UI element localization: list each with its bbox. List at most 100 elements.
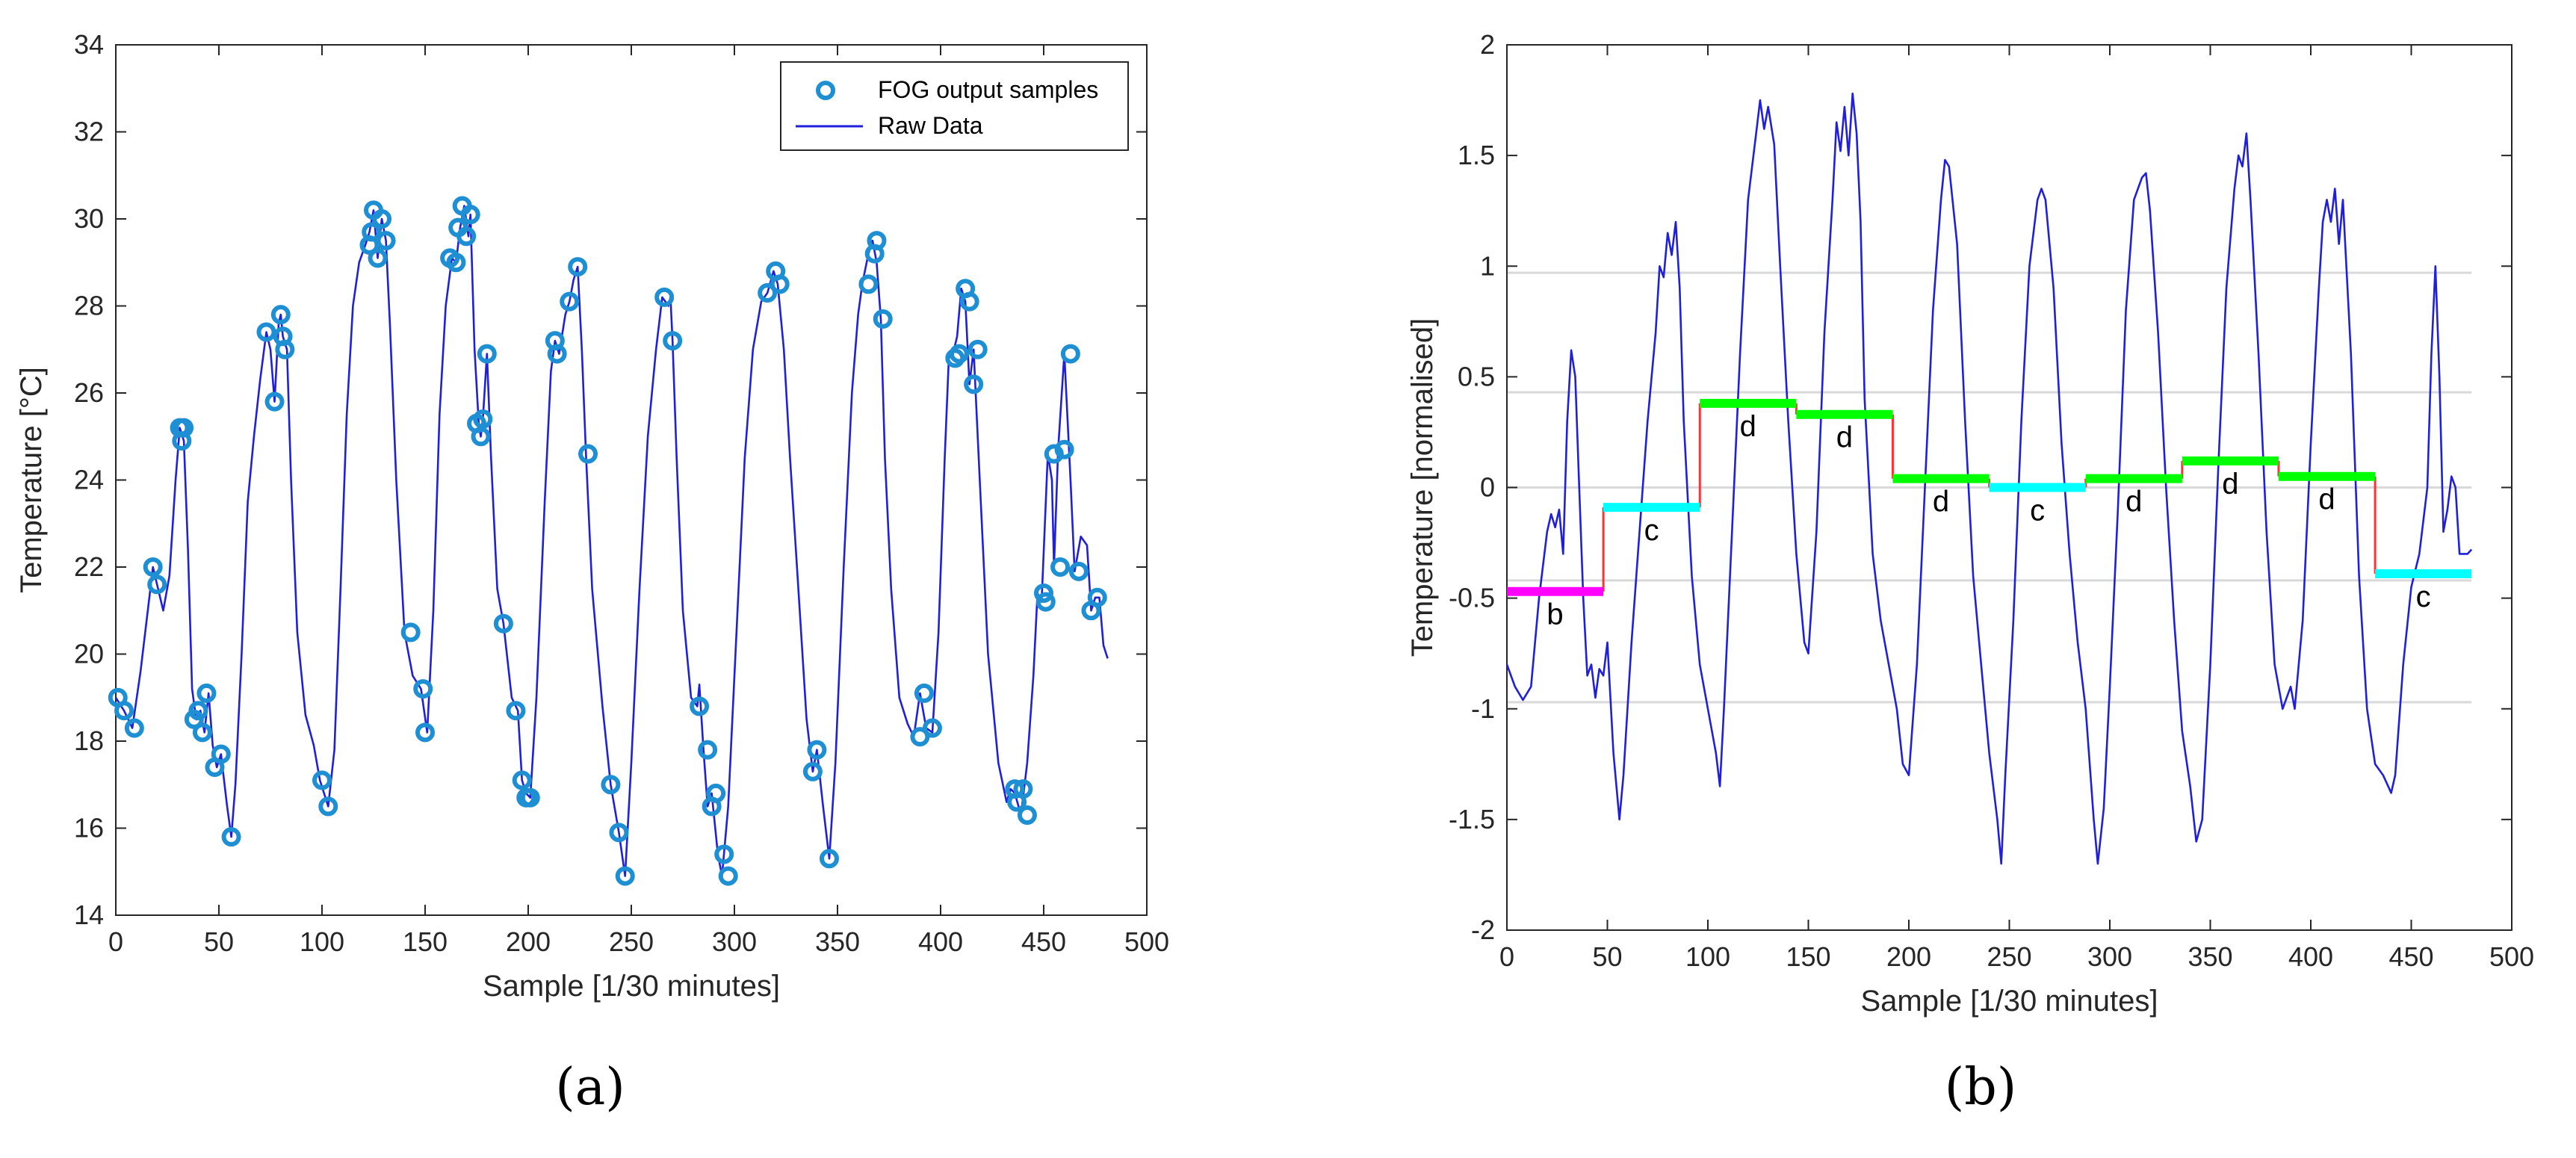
data-point-marker — [471, 427, 491, 447]
data-point-marker — [1034, 583, 1053, 603]
y-tick-label: 0 — [1480, 472, 1495, 503]
y-tick-label: 1.5 — [1458, 140, 1495, 170]
y-tick-label: -2 — [1471, 914, 1495, 945]
x-tick-label: 0 — [1499, 941, 1514, 972]
segment-label: c — [2416, 580, 2431, 613]
y-tick-label: 18 — [74, 725, 104, 756]
data-point-marker — [949, 344, 969, 364]
x-tick-label: 150 — [403, 926, 448, 957]
data-point-marker — [312, 770, 332, 790]
data-point-marker — [1054, 439, 1074, 459]
data-point-marker — [718, 866, 738, 886]
data-point-marker — [690, 696, 710, 716]
data-point-marker — [362, 222, 382, 242]
x-tick-label: 300 — [2087, 941, 2132, 972]
segment-label: d — [1740, 410, 1756, 443]
chart-panel-a: 0 50 100 150 200 250 300 350 400 450 500 14 16 18 20 22… — [15, 29, 1169, 1117]
data-point-marker — [654, 287, 675, 307]
data-point-marker — [663, 331, 683, 351]
x-tick-label: 150 — [1786, 941, 1830, 972]
data-point-marker — [192, 722, 212, 743]
y-tick-label: 20 — [74, 639, 104, 669]
series-line — [1505, 92, 2473, 865]
data-point-marker — [400, 622, 421, 643]
segment-label: d — [1933, 486, 1949, 518]
x-tick-label: 350 — [2188, 941, 2232, 972]
data-point-marker — [221, 827, 241, 847]
y-tick-label: 24 — [74, 465, 104, 495]
data-point-marker — [143, 557, 163, 577]
data-point-marker — [256, 322, 276, 342]
data-point-marker — [1017, 805, 1037, 826]
y-axis-label: Temperature [normalised] — [1406, 318, 1439, 657]
x-tick-label: 250 — [609, 926, 654, 957]
data-point-marker — [124, 718, 144, 738]
data-point-marker — [114, 701, 134, 721]
x-tick-label: 300 — [712, 926, 757, 957]
y-tick-label: 16 — [74, 813, 104, 843]
x-axis-label: Sample [1/30 minutes] — [1861, 985, 2158, 1018]
data-point-marker — [372, 209, 392, 229]
data-point-marker — [1044, 444, 1064, 464]
x-tick-label: 350 — [815, 926, 860, 957]
panel-label: (b) — [1945, 1058, 2017, 1117]
data-point-marker — [959, 291, 979, 312]
data-point-marker — [493, 613, 513, 634]
data-point-marker — [506, 701, 526, 721]
data-point-marker — [698, 740, 718, 760]
data-point-marker — [473, 409, 493, 429]
data-point-marker — [1050, 557, 1071, 577]
x-tick-label: 250 — [1987, 941, 2031, 972]
data-point-marker — [807, 740, 827, 760]
x-tick-label: 450 — [2388, 941, 2433, 972]
x-tick-label: 400 — [2288, 941, 2333, 972]
y-tick-label: 0.5 — [1458, 361, 1495, 391]
data-point-marker — [1068, 561, 1089, 581]
legend-box — [780, 61, 1129, 151]
y-tick-label: -1 — [1471, 693, 1495, 724]
y-tick-label: -1.5 — [1449, 804, 1495, 835]
x-axis-label: Sample [1/30 minutes] — [483, 970, 780, 1003]
x-tick-label: 200 — [1886, 941, 1931, 972]
data-point-marker — [910, 727, 930, 747]
data-point-marker — [547, 344, 567, 364]
x-tick-label: 0 — [108, 926, 123, 957]
data-point-marker — [196, 683, 217, 703]
plot-area — [116, 45, 1147, 915]
data-point-marker — [922, 718, 942, 738]
y-tick-label: 14 — [74, 900, 104, 930]
y-tick-label: 26 — [74, 377, 104, 408]
legend: FOG output samples Raw Data — [780, 61, 1129, 151]
data-point-marker — [512, 770, 532, 790]
data-point-marker — [147, 575, 167, 595]
data-point-marker — [456, 226, 477, 247]
legend-entry-fog: FOG output samples — [878, 76, 1098, 103]
data-point-marker — [873, 309, 893, 329]
x-tick-label: 500 — [2489, 941, 2534, 972]
y-tick-label: 1 — [1480, 250, 1495, 281]
data-point-marker — [758, 283, 778, 303]
x-tick-label: 450 — [1021, 926, 1066, 957]
data-point-marker — [858, 274, 879, 294]
segment-label: d — [1836, 421, 1853, 454]
data-point-marker — [609, 823, 629, 843]
y-tick-label: 30 — [74, 203, 104, 234]
y-tick-label: 32 — [74, 117, 104, 147]
data-point-marker — [601, 775, 621, 795]
data-point-marker — [1060, 344, 1080, 364]
data-point-marker — [413, 679, 433, 699]
segment-label: d — [2222, 468, 2238, 501]
y-axis-label: Temperature [°C] — [15, 367, 48, 593]
data-point-marker — [770, 274, 790, 294]
segment-label: b — [1546, 598, 1563, 631]
data-point-marker — [714, 844, 734, 864]
legend-marker-icon — [816, 81, 835, 100]
y-tick-label: 34 — [74, 29, 104, 60]
data-point-marker — [477, 344, 497, 364]
data-point-marker — [376, 231, 396, 251]
data-point-marker — [446, 253, 466, 273]
data-point-marker — [368, 248, 388, 268]
data-point-marker — [1035, 592, 1056, 612]
data-point-marker — [578, 444, 598, 464]
